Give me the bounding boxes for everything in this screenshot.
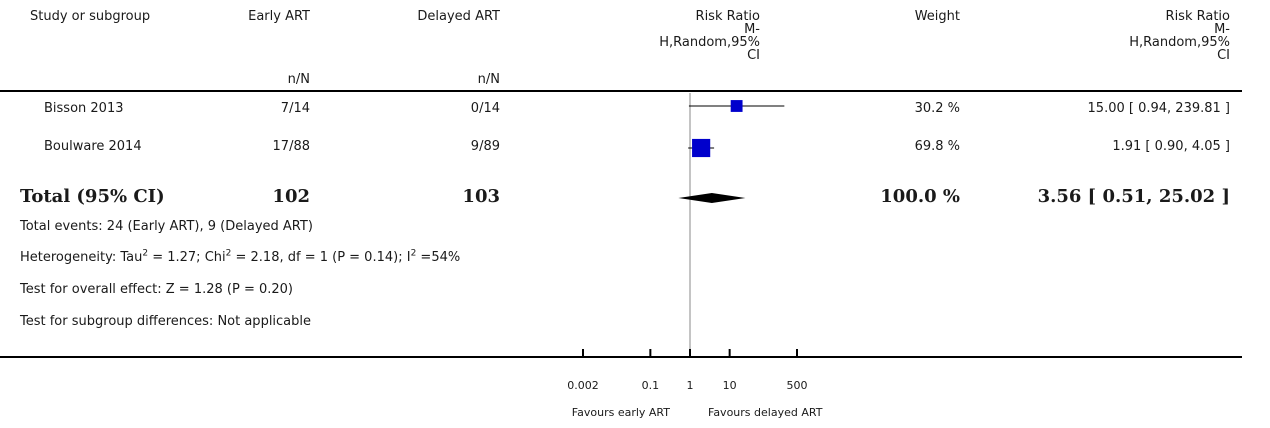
- header-early-nn: n/N: [287, 72, 310, 87]
- favours-right-label: Favours delayed ART: [708, 406, 823, 419]
- heterogeneity-sup-1: 2: [142, 248, 149, 259]
- total-early: 102: [272, 186, 310, 207]
- bottom-rule: [0, 356, 1242, 358]
- header-effect-title: Risk Ratio M- H,Random,95% CI: [1030, 10, 1230, 62]
- heterogeneity-sup-3: 2: [410, 248, 417, 259]
- heterogeneity-part-d: =54%: [416, 250, 461, 265]
- header-rule: [0, 90, 1242, 92]
- study-marker-2: [692, 138, 711, 158]
- study-weight-2: 69.8 %: [914, 139, 960, 154]
- header-plot-line-1: Risk Ratio: [695, 9, 760, 24]
- header-study: Study or subgroup: [30, 9, 151, 24]
- study-early-2: 17/88: [272, 139, 310, 154]
- heterogeneity-sup-2: 2: [225, 248, 232, 259]
- header-plot-line-2: M-: [744, 22, 760, 37]
- header-effect-line-1: Risk Ratio: [1165, 9, 1230, 24]
- total-delayed: 103: [462, 186, 500, 207]
- header-early-art: Early ART: [248, 9, 310, 24]
- header-delayed-art: Delayed ART: [417, 9, 500, 24]
- study-name-1: Bisson 2013: [44, 101, 124, 116]
- axis-tick-label-1: 0.002: [567, 379, 599, 392]
- header-weight: Weight: [914, 9, 960, 24]
- study-weight-1: 30.2 %: [914, 101, 960, 116]
- heterogeneity-part-c: = 2.18, df = 1 (P = 0.14); I: [231, 250, 411, 265]
- axis-tick-label-2: 0.1: [642, 379, 660, 392]
- footnote-overall-effect: Test for overall effect: Z = 1.28 (P = 0…: [20, 282, 293, 297]
- study-effect-2: 1.91 [ 0.90, 4.05 ]: [1112, 139, 1230, 154]
- header-effect-line-3: H,Random,95%: [1129, 35, 1230, 50]
- total-effect: 3.56 [ 0.51, 25.02 ]: [1037, 186, 1230, 207]
- axis-tick-label-5: 500: [787, 379, 808, 392]
- study-delayed-2: 9/89: [470, 139, 500, 154]
- header-delayed-nn: n/N: [477, 72, 500, 87]
- favours-left-label: Favours early ART: [571, 406, 670, 419]
- header-plot-line-4: CI: [747, 48, 760, 63]
- header-effect-line-4: CI: [1217, 48, 1230, 63]
- total-weight: 100.0 %: [880, 186, 960, 207]
- study-name-2: Boulware 2014: [44, 139, 142, 154]
- footnote-heterogeneity: Heterogeneity: Tau2 = 1.27; Chi2 = 2.18,…: [20, 248, 461, 265]
- pooled-diamond: [678, 193, 746, 203]
- footnote-subgroup: Test for subgroup differences: Not appli…: [20, 314, 312, 329]
- axis-tick-label-3: 1: [687, 379, 694, 392]
- heterogeneity-part-a: Heterogeneity: Tau: [20, 250, 143, 265]
- header-effect-line-2: M-: [1214, 22, 1230, 37]
- header-plot-title: Risk Ratio M- H,Random,95% CI: [560, 10, 760, 62]
- study-effect-1: 15.00 [ 0.94, 239.81 ]: [1087, 101, 1230, 116]
- study-marker-1: [730, 100, 743, 112]
- heterogeneity-part-b: = 1.27; Chi: [148, 250, 226, 265]
- axis-tick-label-4: 10: [723, 379, 737, 392]
- study-delayed-1: 0/14: [470, 101, 500, 116]
- total-label: Total (95% CI): [20, 186, 165, 207]
- study-early-1: 7/14: [280, 101, 310, 116]
- header-plot-line-3: H,Random,95%: [659, 35, 760, 50]
- footnote-events: Total events: 24 (Early ART), 9 (Delayed…: [20, 219, 313, 234]
